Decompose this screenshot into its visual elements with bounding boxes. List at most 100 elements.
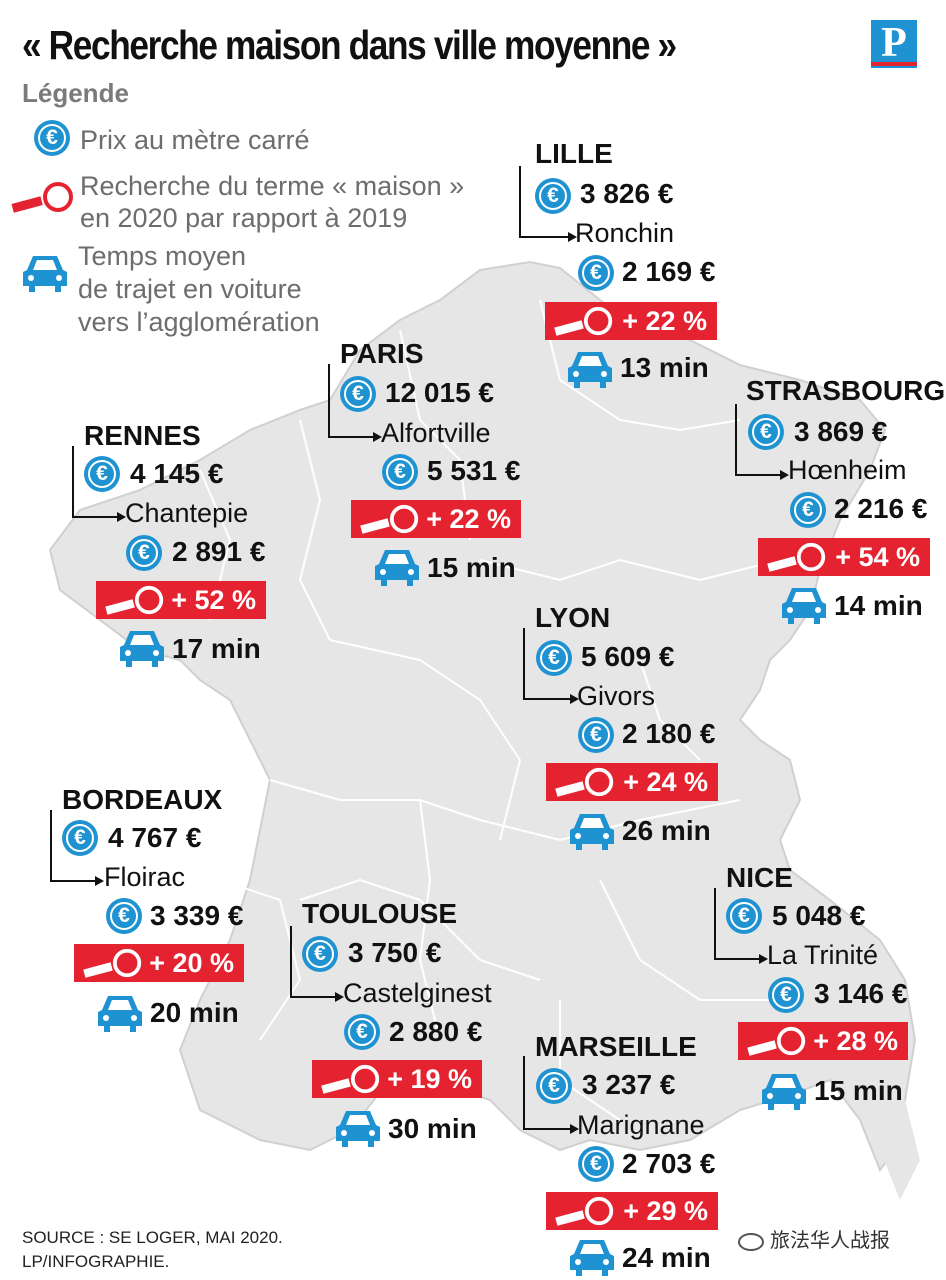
watermark-text: 旅法华人战报: [770, 1230, 890, 1252]
city-price: 5 609 €: [581, 641, 675, 672]
legend-time-line3: vers l’agglomération: [78, 307, 320, 337]
city-price: 12 015 €: [385, 377, 494, 408]
city-name: LYON: [535, 602, 611, 633]
car-icon: [568, 1234, 616, 1280]
suburb-price: 2 169 €: [622, 256, 716, 287]
magnifier-icon: [105, 585, 164, 615]
euro-icon: €: [340, 376, 376, 412]
city-price: 3 869 €: [794, 416, 888, 447]
euro-icon: €: [106, 898, 142, 934]
euro-symbol: €: [590, 261, 602, 284]
euro-icon: €: [62, 820, 98, 856]
leader-arrow: [519, 166, 577, 242]
legend-time-line1: Temps moyen: [78, 241, 247, 271]
car-icon: [96, 990, 144, 1036]
leader-arrow: [714, 888, 768, 964]
suburb-price: 3 146 €: [814, 978, 908, 1009]
leader-arrow: [328, 364, 382, 442]
euro-icon: €: [578, 255, 614, 291]
city-name: RENNES: [84, 420, 201, 451]
search-badge: + 52 %: [96, 581, 266, 619]
search-badge: + 20 %: [74, 944, 244, 982]
watermark: 旅法华人战报: [738, 1224, 890, 1253]
city-name: MARSEILLE: [535, 1031, 697, 1062]
corsica: [870, 1100, 920, 1200]
city-name: NICE: [726, 862, 793, 893]
leader-arrow: [50, 810, 104, 886]
car-icon: [566, 346, 614, 392]
car-icon: [568, 808, 616, 854]
suburb-price: 2 180 €: [622, 718, 716, 749]
suburb-name: Floirac: [104, 862, 186, 892]
city-price: 3 750 €: [348, 937, 442, 968]
euro-symbol: €: [356, 1020, 368, 1043]
travel-time: 13 min: [620, 352, 709, 383]
search-change: + 24 %: [623, 767, 708, 797]
magnifier-icon: [747, 1026, 806, 1056]
leader-arrow: [290, 926, 344, 1002]
suburb-price: 2 880 €: [389, 1016, 483, 1047]
leader-arrow: [523, 628, 579, 704]
euro-icon: €: [126, 535, 162, 571]
euro-icon: €: [302, 936, 338, 972]
legend-search-line1: Recherche du terme « maison »: [80, 171, 465, 201]
suburb-name: Alfortville: [381, 418, 491, 448]
travel-time: 14 min: [834, 590, 923, 621]
suburb-price: 2 216 €: [834, 493, 928, 524]
euro-symbol: €: [118, 904, 130, 927]
euro-icon: €: [768, 977, 804, 1013]
travel-time: 20 min: [150, 997, 239, 1028]
legend-time-line2: de trajet en voiture: [78, 274, 302, 304]
logo-stripe: [871, 62, 917, 66]
suburb-name: Ronchin: [575, 218, 675, 248]
source-line-1: SOURCE : SE LOGER, MAI 2020.: [22, 1228, 283, 1247]
legend-price-label: Prix au mètre carré: [80, 125, 310, 155]
city-name: PARIS: [340, 338, 424, 369]
travel-time: 15 min: [427, 552, 516, 583]
travel-time: 24 min: [622, 1242, 711, 1273]
euro-symbol: €: [394, 460, 406, 483]
car-icon: [373, 544, 421, 590]
euro-icon: €: [578, 1146, 614, 1182]
leader-arrow: [523, 1056, 579, 1134]
source-line-2: LP/INFOGRAPHIE.: [22, 1252, 170, 1271]
euro-icon: €: [536, 1068, 572, 1104]
euro-icon: €: [535, 178, 571, 214]
euro-icon: €: [34, 120, 70, 156]
magnifier-icon: [321, 1064, 380, 1094]
city-name: STRASBOURG: [746, 375, 946, 406]
search-badge: + 29 %: [546, 1192, 718, 1230]
euro-icon: €: [726, 898, 762, 934]
search-badge: + 22 %: [545, 302, 717, 340]
car-icon: [760, 1068, 808, 1114]
city-price: 3 826 €: [580, 178, 674, 209]
city-price: 5 048 €: [772, 900, 866, 931]
magnifier-icon: [767, 542, 826, 572]
euro-icon: €: [578, 717, 614, 753]
euro-symbol: €: [138, 541, 150, 564]
car-icon: [23, 256, 67, 292]
euro-symbol: €: [780, 983, 792, 1006]
suburb-price: 5 531 €: [427, 455, 521, 486]
search-badge: + 19 %: [312, 1060, 482, 1098]
city-price: 4 767 €: [108, 822, 202, 853]
city-price: 3 237 €: [582, 1069, 676, 1100]
magnifier-icon: [555, 1196, 614, 1226]
search-badge: + 28 %: [738, 1022, 908, 1060]
search-change: + 22 %: [426, 504, 511, 534]
euro-icon: €: [84, 456, 120, 492]
magnifier-icon: [11, 182, 73, 213]
suburb-price: 2 891 €: [172, 536, 266, 567]
search-change: + 28 %: [813, 1026, 898, 1056]
publisher-logo: P: [871, 20, 917, 68]
search-change: + 22 %: [622, 306, 707, 336]
search-change: + 19 %: [387, 1064, 472, 1094]
travel-time: 30 min: [388, 1113, 477, 1144]
euro-symbol: €: [802, 498, 814, 521]
suburb-name: Castelginest: [343, 978, 492, 1008]
city-name: BORDEAUX: [62, 784, 223, 815]
department-borders: [199, 299, 781, 1121]
search-change: + 52 %: [171, 585, 256, 615]
leader-arrow: [735, 404, 789, 480]
euro-symbol: €: [590, 723, 602, 746]
